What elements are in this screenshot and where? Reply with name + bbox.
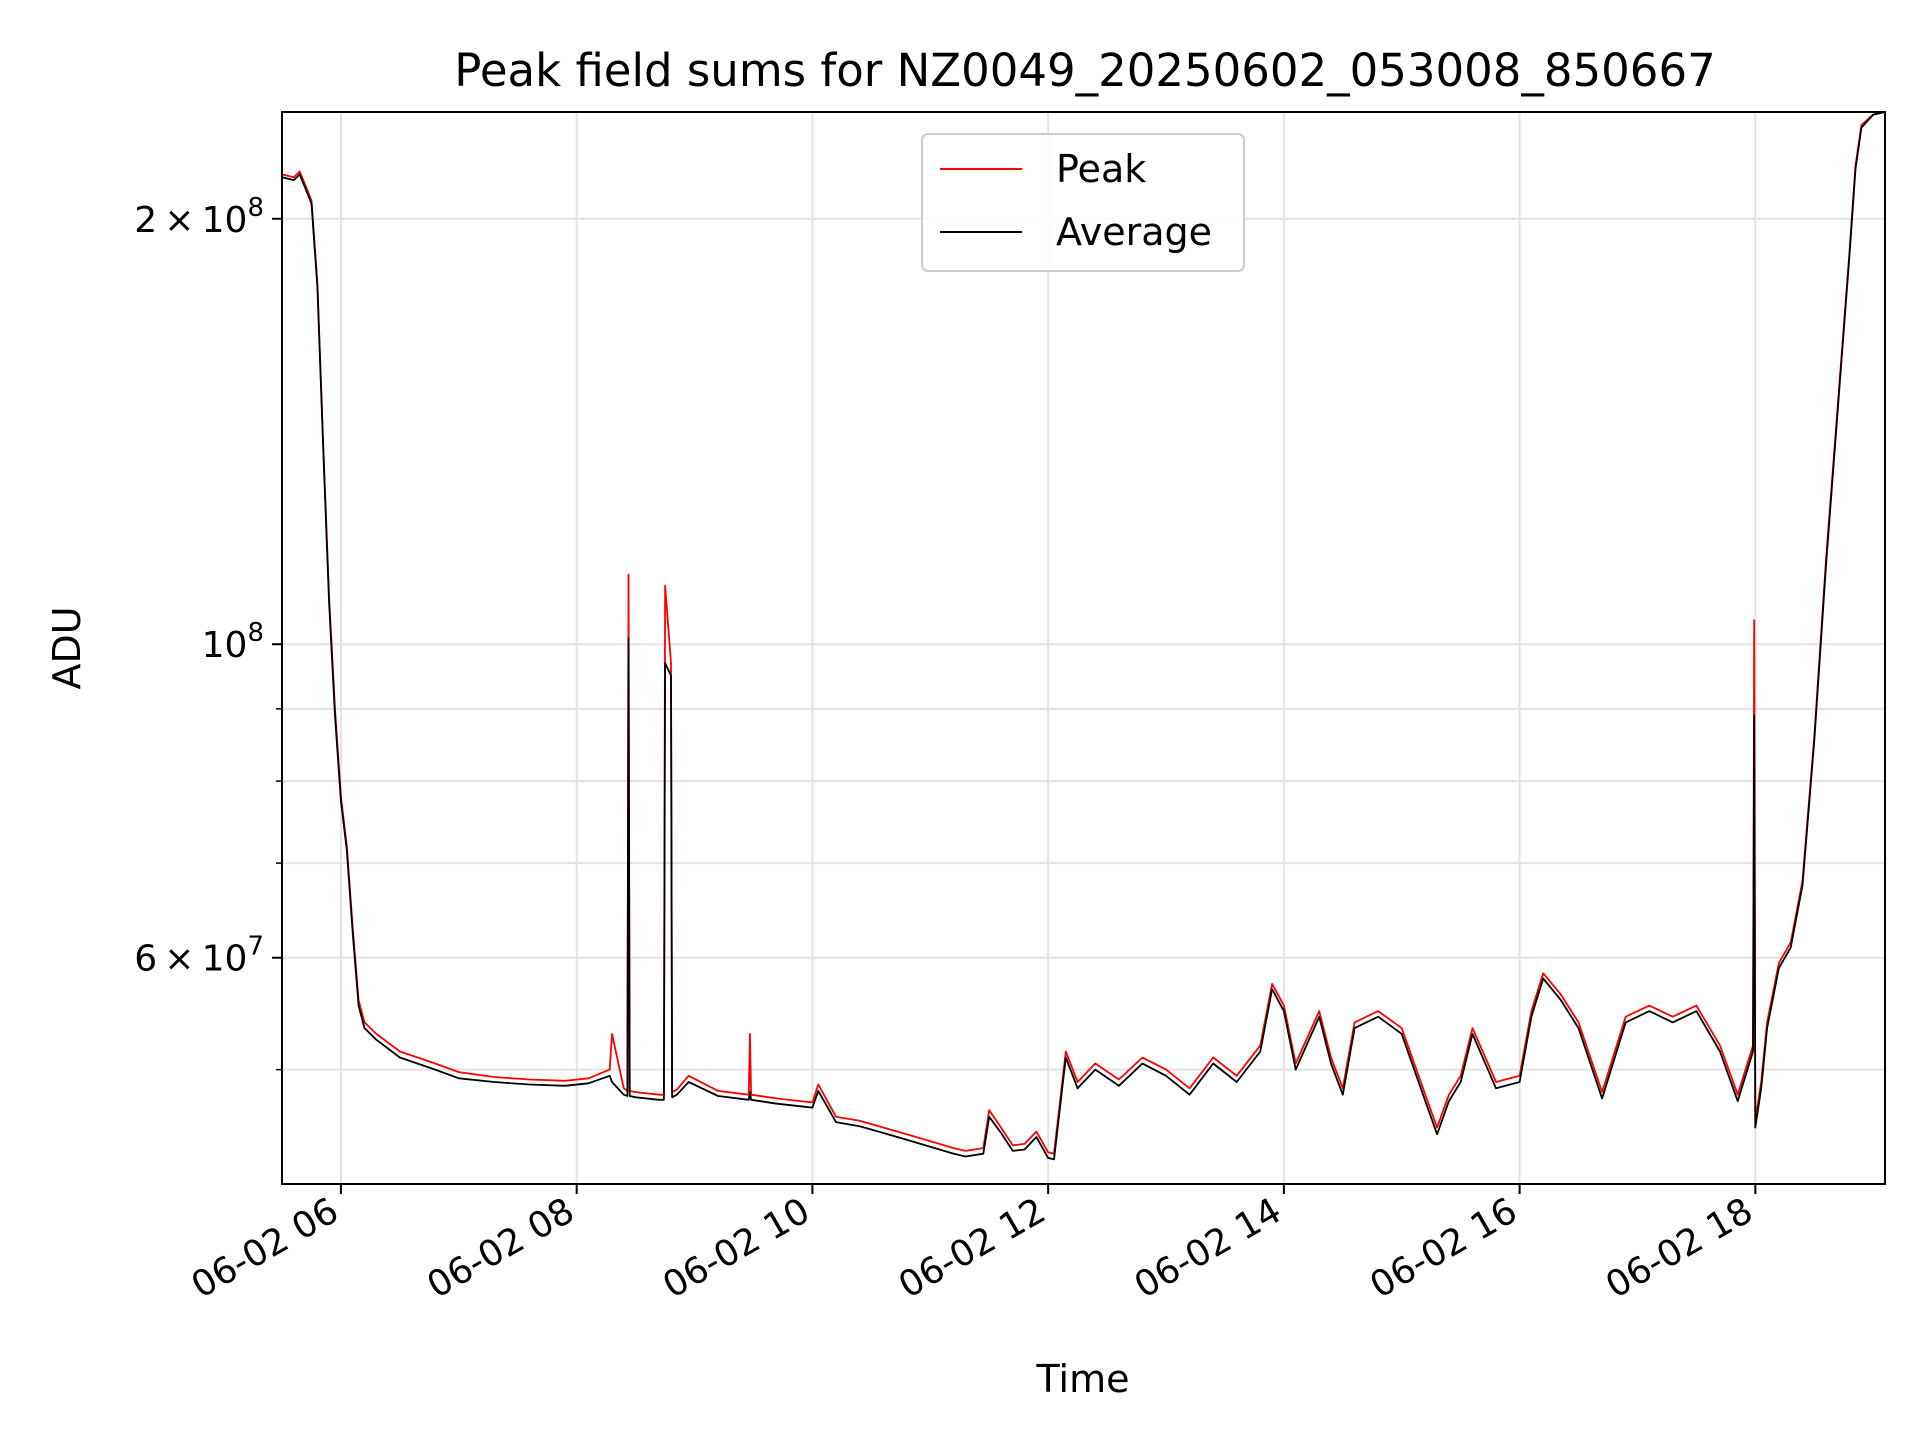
legend-peak-label: Peak — [1056, 147, 1146, 191]
y-tick-label: 2 × 108 — [134, 193, 264, 241]
y-tick-label: 108 — [202, 618, 264, 666]
plot-series — [281, 111, 1886, 1161]
y-axis-label: ADU — [45, 606, 89, 689]
series-line-peak — [281, 111, 1886, 1155]
grid — [282, 112, 1885, 1184]
y-tick-label: 6 × 107 — [134, 932, 264, 980]
y-axis-ticks: 2 × 108 108 6 × 107 — [134, 193, 282, 1071]
plot-frame — [281, 111, 1886, 1185]
x-axis-label: Time — [1036, 1357, 1130, 1401]
legend: Peak Average — [921, 133, 1245, 272]
series-line-average — [281, 111, 1886, 1161]
chart-title: Peak field sums for NZ0049_20250602_0530… — [454, 44, 1715, 97]
legend-average-label: Average — [1056, 210, 1212, 254]
